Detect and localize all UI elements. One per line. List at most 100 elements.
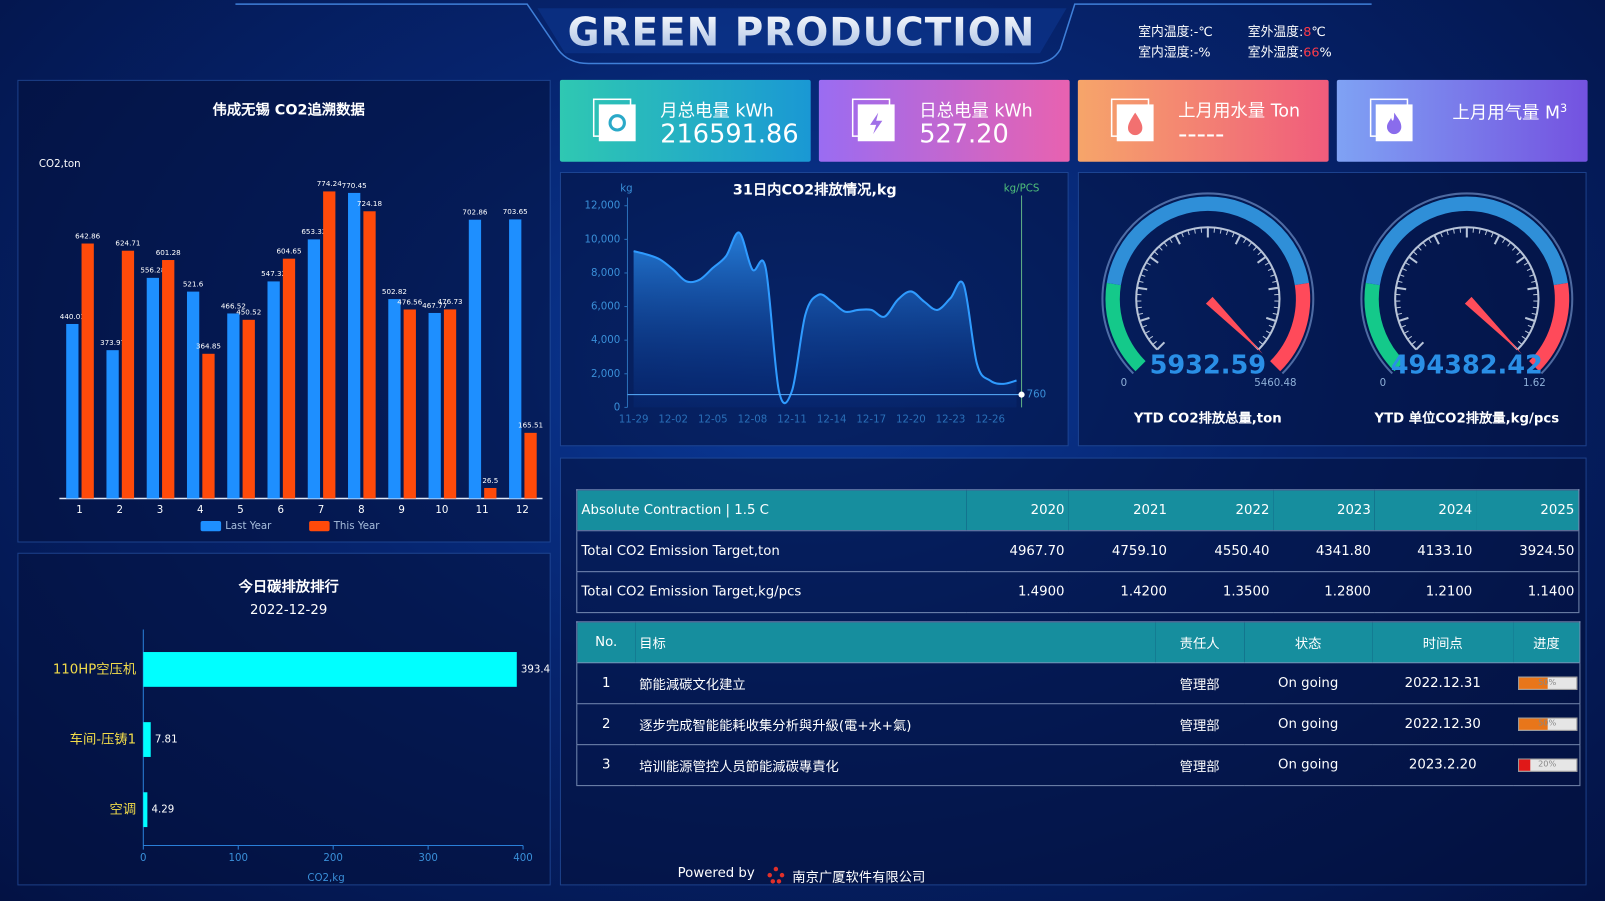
bar-value-label: 7.81 <box>155 735 178 746</box>
x-tick-label: 5 <box>237 505 244 516</box>
table-cell: 4133.10 <box>1374 530 1477 573</box>
gauge-tick <box>1158 246 1163 251</box>
bar <box>363 211 376 499</box>
icon-outline <box>851 98 891 137</box>
gauge-tick <box>1257 251 1262 256</box>
bar-value-label: 476.73 <box>438 297 463 306</box>
gauge-tick <box>1484 229 1488 236</box>
progress-track: 20% <box>1517 758 1577 772</box>
table-cell: 逐步完成智能能耗收集分析與升級(電+水+氣) <box>635 703 1156 746</box>
gauge-tick <box>1527 324 1533 328</box>
legend-label: Last Year <box>225 521 272 532</box>
x-tick-label: 12-02 <box>658 415 688 426</box>
table-cell: 3 <box>576 744 636 787</box>
x-tick-label: 100 <box>228 853 248 864</box>
bar-value-label: 703.65 <box>503 207 528 216</box>
x-tick-label: 6 <box>278 505 285 516</box>
bar-value-label: 373.97 <box>100 338 125 347</box>
x-tick-label: 12-26 <box>975 415 1005 426</box>
gauge-tick <box>1152 340 1157 345</box>
gauge-tick <box>1478 228 1481 234</box>
gauge-tick <box>1193 228 1196 234</box>
gauge-tick <box>1515 255 1526 264</box>
gauge-tick <box>1180 232 1184 238</box>
table-cell: 4550.40 <box>1171 530 1274 573</box>
x-tick-label: 12-17 <box>856 415 886 426</box>
bar-value-label: 466.52 <box>221 301 246 310</box>
gauge-tick <box>1507 241 1512 247</box>
bar-value-label: 604.65 <box>276 247 301 256</box>
header-cell: 责任人 <box>1155 621 1245 664</box>
table-cell: 4759.10 <box>1068 530 1172 573</box>
mark-line-dot <box>1018 391 1025 398</box>
gauge-tick <box>1268 286 1279 291</box>
gauge-tick <box>1527 286 1538 291</box>
gauge-tick <box>1417 246 1422 251</box>
icon-square <box>598 104 636 142</box>
header-cell: 2020 <box>966 489 1069 532</box>
kpi-icon <box>592 98 638 147</box>
bar-value-label: 364.85 <box>196 342 221 351</box>
x-tick-label: 7 <box>318 505 325 516</box>
x-tick-label: 12-20 <box>896 415 926 426</box>
y-tick-label: 4,000 <box>591 335 620 346</box>
bar-value-label: 702.86 <box>462 208 487 217</box>
x-tick-label: 12-11 <box>777 415 807 426</box>
gauge-tick <box>1526 267 1532 272</box>
progress-fill <box>1518 759 1530 771</box>
x-tick-label: 12-08 <box>738 415 768 426</box>
table-cell: 管理部 <box>1155 703 1245 746</box>
kpi-label: 上月用水量 Ton <box>1178 101 1301 122</box>
gauge-tick <box>1411 340 1416 345</box>
y-tick-label: 12,000 <box>585 201 621 212</box>
weather-label: 室内温度: <box>1138 23 1194 39</box>
bar-value-label: 521.6 <box>183 279 204 288</box>
icon-box <box>1110 98 1154 142</box>
y-tick-label: 8,000 <box>591 268 620 279</box>
weather-value: 8 <box>1303 23 1312 39</box>
icon-outline <box>592 98 632 137</box>
gauge-tick <box>1502 238 1506 243</box>
gauge-tick <box>1248 241 1253 247</box>
gauge-tick <box>1163 241 1168 247</box>
bar <box>121 250 135 499</box>
table-cell: On going <box>1244 744 1373 787</box>
gauge-tick <box>1395 286 1407 291</box>
logo-dot <box>779 872 785 878</box>
x-tick-label: 10 <box>435 505 448 516</box>
gauge-tick <box>1137 312 1144 316</box>
header-cell: 目标 <box>635 621 1156 664</box>
gauge-tick <box>1415 341 1425 351</box>
gauge-tick <box>1156 341 1166 351</box>
weather-label: 室外湿度: <box>1247 44 1304 60</box>
weather-value: - <box>1193 44 1199 60</box>
weather-item: 室内温度:-℃ <box>1138 20 1212 39</box>
gauge-tick <box>1523 261 1529 266</box>
bar <box>202 353 215 499</box>
gauge-band <box>1105 282 1146 372</box>
header-cell: 2022 <box>1171 489 1274 532</box>
header-plate <box>537 8 1067 54</box>
x-tick-label: 400 <box>513 853 533 864</box>
kpi-label: 上月用气量 M3 <box>1452 98 1567 124</box>
bar-value-label: 165.51 <box>518 421 543 430</box>
progress-fill <box>1518 677 1548 689</box>
progress-cell: 50% <box>1513 662 1580 705</box>
gauge-band <box>1106 196 1309 286</box>
gauge-tick <box>1138 280 1144 283</box>
table-cell: 節能減碳文化建立 <box>635 662 1156 705</box>
bar-value-label: 476.56 <box>397 297 422 306</box>
bar <box>143 652 517 687</box>
progress-cell: 50% <box>1513 703 1580 746</box>
kpi-card: 日总电量 kWh 527.20 <box>818 79 1070 162</box>
header-cell: No. <box>576 621 636 664</box>
progress-label: 50% <box>1538 718 1557 728</box>
x-tick-label: 9 <box>398 505 405 516</box>
legend-swatch <box>309 521 330 532</box>
table-cell: 2023.2.20 <box>1372 744 1514 787</box>
gauge-tick <box>1407 335 1413 340</box>
table-cell: 3924.50 <box>1476 530 1579 573</box>
chart-subtitle: 2022-12-29 <box>250 603 327 618</box>
y-axis-label: CO2,ton <box>39 159 81 170</box>
